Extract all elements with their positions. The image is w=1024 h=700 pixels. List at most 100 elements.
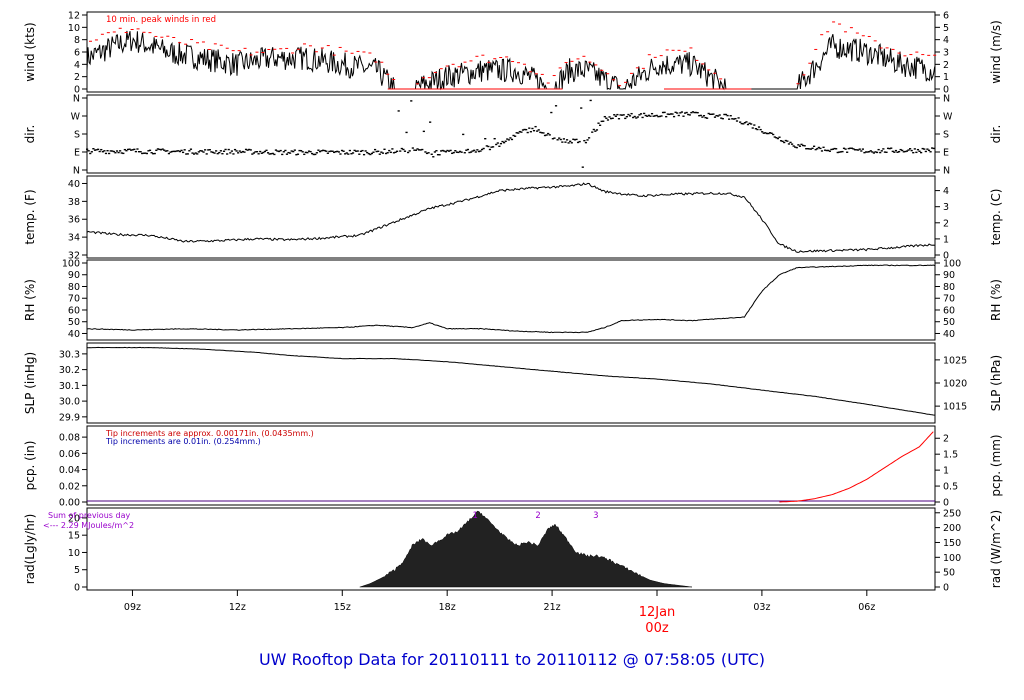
dir-point <box>397 110 400 112</box>
dir-point <box>358 153 361 155</box>
dir-point <box>137 151 141 153</box>
dir-point <box>657 115 660 118</box>
dir-point <box>600 120 603 123</box>
dir-point <box>652 115 655 117</box>
dir-point <box>658 115 661 118</box>
slp-left-tick-label: 30.3 <box>59 349 80 360</box>
slp-left-tick-label: 30.2 <box>59 365 80 376</box>
dir-point <box>362 153 366 156</box>
dir-point <box>770 132 773 134</box>
dir-point <box>158 148 161 151</box>
dir-point <box>806 147 809 150</box>
dir-point <box>331 150 334 152</box>
dir-point <box>709 113 712 116</box>
dir-right-axis-label: dir. <box>989 125 1003 144</box>
rad-panel-frame <box>86 507 936 591</box>
dir-point <box>691 111 695 113</box>
dir-point <box>562 138 566 140</box>
dir-point <box>583 139 586 142</box>
dir-point <box>388 149 391 152</box>
dir-point <box>440 150 443 152</box>
dir-point <box>353 149 356 152</box>
dir-point <box>364 150 367 152</box>
dir-point <box>175 150 178 152</box>
dir-point <box>685 111 688 114</box>
temp-right-tick-label: 3 <box>943 202 949 213</box>
dir-point <box>97 148 100 151</box>
dir-point <box>141 152 144 155</box>
dir-point <box>520 131 523 133</box>
dir-point <box>391 148 394 150</box>
dir-point <box>636 116 639 118</box>
dir-point <box>189 148 193 150</box>
dir-point <box>463 152 466 154</box>
dir-point <box>598 124 602 126</box>
dir-point <box>134 150 137 153</box>
dir-point <box>115 150 119 152</box>
dir-point <box>776 137 780 140</box>
dir-point <box>112 150 115 153</box>
dir-point <box>872 152 876 154</box>
day-marker-hour: 00z <box>645 621 669 636</box>
dir-point <box>462 133 465 136</box>
rh-left-tick-label: 50 <box>68 317 80 328</box>
dir-point <box>808 148 811 150</box>
dir-point <box>130 149 133 151</box>
dir-point <box>148 149 152 152</box>
dir-point <box>218 151 221 154</box>
dir-point <box>671 113 674 115</box>
dir-point <box>617 118 621 120</box>
dir-point <box>630 112 633 115</box>
dir-point <box>824 149 827 151</box>
dir-point <box>222 150 226 152</box>
dir-point <box>270 153 273 155</box>
dir-point <box>846 151 849 153</box>
dir-point <box>271 152 274 155</box>
dir-point <box>241 150 244 153</box>
dir-point <box>429 121 432 123</box>
dir-point <box>108 152 111 155</box>
rad-right-tick-label: 250 <box>943 508 961 519</box>
dir-point <box>880 150 883 152</box>
rh-panel-frame <box>86 259 936 341</box>
dir-point <box>503 141 506 144</box>
rh-left-axis-label: RH (%) <box>23 279 37 321</box>
dir-point <box>798 145 802 147</box>
dir-point <box>262 151 265 154</box>
dir-point <box>466 148 470 151</box>
dir-point <box>710 113 713 115</box>
wind-left-tick-label: 2 <box>74 72 80 83</box>
dir-point <box>367 152 370 155</box>
dir-point <box>690 111 693 114</box>
dir-point <box>550 111 553 114</box>
dir-point <box>712 113 715 115</box>
dir-point <box>408 150 411 152</box>
dir-point <box>266 152 270 154</box>
dir-point <box>125 149 128 152</box>
dir-point <box>762 132 765 134</box>
dir-point <box>781 140 784 143</box>
dir-point <box>326 152 329 154</box>
dir-point <box>858 148 861 150</box>
dir-point <box>801 144 805 147</box>
dir-point <box>602 120 605 122</box>
dir-point <box>211 151 215 154</box>
dir-point <box>591 131 594 133</box>
dir-point <box>95 149 98 151</box>
dir-point <box>918 150 921 152</box>
time-tick-label: 06z <box>858 602 875 613</box>
dir-point <box>347 153 350 155</box>
dir-point <box>136 148 139 150</box>
dir-point <box>665 115 668 118</box>
dir-point <box>515 132 518 134</box>
rh-left-tick-label: 60 <box>68 305 80 316</box>
rad-left-tick-label: 15 <box>68 531 80 542</box>
dir-point <box>361 149 364 152</box>
dir-point <box>646 115 649 117</box>
dir-point <box>518 130 521 133</box>
dir-point <box>92 147 95 150</box>
dir-point <box>674 111 677 114</box>
dir-point <box>178 150 182 153</box>
dir-point <box>564 141 567 143</box>
dir-point <box>721 117 724 120</box>
